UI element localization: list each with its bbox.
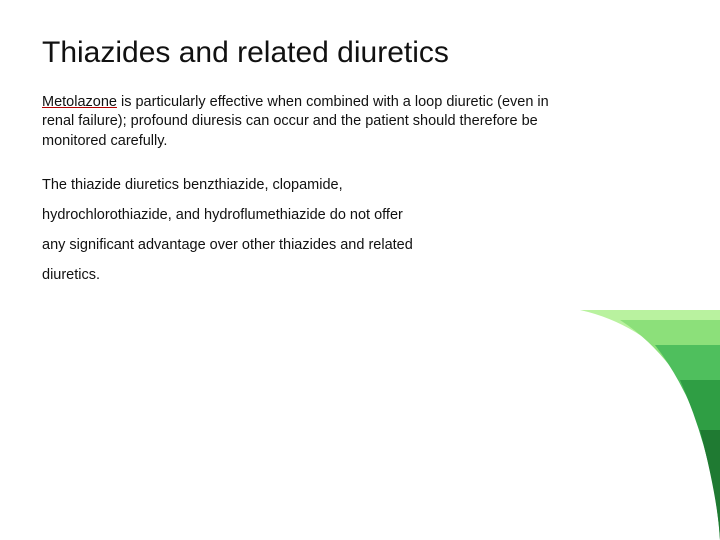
- keyword-metolazone: Metolazone: [42, 94, 117, 110]
- slide: Thiazides and related diuretics Metolazo…: [0, 0, 720, 540]
- body-line: any significant advantage over other thi…: [42, 237, 670, 253]
- body-line: hydrochlorothiazide, and hydroflumethiaz…: [42, 207, 670, 223]
- paragraph-1-rest: is particularly effective when combined …: [42, 94, 549, 149]
- corner-decoration: [510, 310, 720, 540]
- slide-title: Thiazides and related diuretics: [42, 36, 670, 71]
- leaf-icon: [510, 310, 720, 540]
- paragraph-1: Metolazone is particularly effective whe…: [42, 93, 582, 152]
- paragraph-2: The thiazide diuretics benzthiazide, clo…: [42, 177, 670, 283]
- body-line: diuretics.: [42, 267, 670, 283]
- body-line: The thiazide diuretics benzthiazide, clo…: [42, 177, 670, 193]
